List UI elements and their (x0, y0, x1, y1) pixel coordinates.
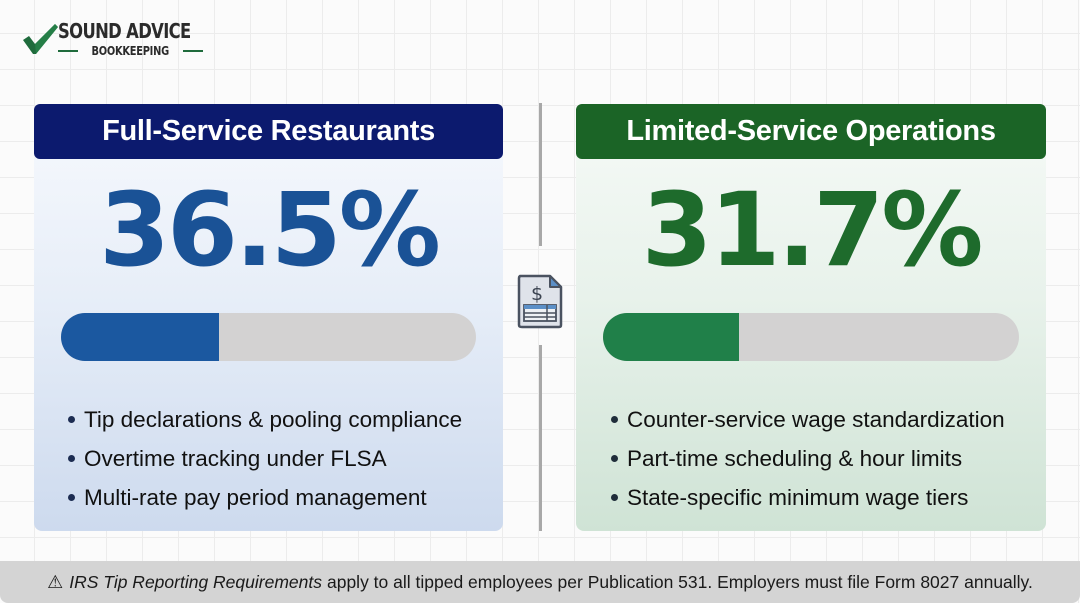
payroll-document-icon: $ (517, 274, 563, 329)
footer-text: apply to all tipped employees per Public… (326, 571, 1033, 592)
bullet-list: Counter-service wage standardization Par… (611, 400, 1005, 517)
progress-fill (603, 313, 739, 361)
progress-bar (61, 313, 476, 361)
divider-line (539, 345, 542, 531)
list-item: Counter-service wage standardization (611, 400, 1005, 439)
warning-icon: ⚠ (47, 571, 64, 592)
bullet-list: Tip declarations & pooling compliance Ov… (68, 400, 462, 517)
progress-fill (61, 313, 219, 361)
logo-rule (182, 50, 203, 52)
panel-title: Full-Service Restaurants (34, 104, 503, 159)
bullet-icon (611, 455, 618, 462)
progress-bar (603, 313, 1019, 361)
panel-title: Limited-Service Operations (576, 104, 1046, 159)
limited-service-panel: Limited-Service Operations 31.7% Counter… (576, 104, 1046, 531)
stat-value: 31.7% (641, 171, 984, 290)
list-item: Part-time scheduling & hour limits (611, 439, 1005, 478)
logo-rule (58, 50, 79, 52)
list-item: Tip declarations & pooling compliance (68, 400, 462, 439)
divider-line (539, 103, 542, 246)
list-item: State-specific minimum wage tiers (611, 478, 1005, 517)
logo-subtitle-row: BOOKKEEPING (58, 44, 203, 58)
checkmark-icon (23, 24, 58, 54)
bullet-icon (611, 416, 618, 423)
list-item: Multi-rate pay period management (68, 478, 462, 517)
bullet-icon (68, 455, 75, 462)
full-service-panel: Full-Service Restaurants 36.5% Tip decla… (34, 104, 503, 531)
bullet-icon (611, 494, 618, 501)
svg-text:$: $ (531, 283, 543, 305)
list-item: Overtime tracking under FLSA (68, 439, 462, 478)
logo-subtitle: BOOKKEEPING (91, 44, 170, 58)
company-logo: SOUND ADVICE BOOKKEEPING (22, 18, 203, 62)
logo-title: SOUND ADVICE (58, 19, 191, 43)
stat-value: 36.5% (99, 171, 441, 290)
bullet-icon (68, 416, 75, 423)
footer-emphasis: IRS Tip Reporting Requirements (69, 571, 322, 592)
bullet-icon (68, 494, 75, 501)
footer-notice: ⚠ IRS Tip Reporting Requirements apply t… (0, 561, 1080, 603)
